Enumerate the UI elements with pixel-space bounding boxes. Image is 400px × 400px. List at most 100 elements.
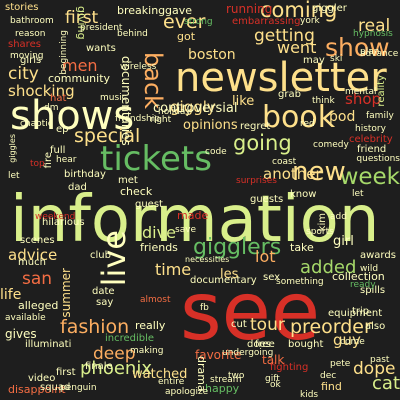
cloud-word: deep (93, 344, 136, 364)
cloud-word: made (177, 209, 209, 222)
cloud-word: know (290, 189, 317, 200)
cloud-word: getting (254, 26, 315, 46)
cloud-word: illuminati (25, 339, 72, 350)
cloud-word: equipment (328, 308, 383, 319)
cloud-word: dope (353, 359, 396, 379)
cloud-word: bought (288, 339, 324, 350)
cloud-word: friendship (115, 114, 160, 124)
cloud-word: free (255, 339, 275, 350)
cloud-word: city (8, 64, 39, 84)
cloud-word: grab (278, 89, 301, 100)
cloud-word: scenes (20, 235, 55, 246)
cloud-word: coast (272, 157, 297, 167)
cloud-word: let (8, 171, 20, 181)
cloud-word: wild (360, 264, 379, 274)
cloud-word: advice (8, 246, 58, 264)
cloud-word: comedy (313, 140, 349, 150)
cloud-word: ever (163, 11, 206, 33)
cloud-word: added (300, 257, 357, 278)
cloud-word: gift (265, 374, 280, 384)
cloud-word: giggles (8, 134, 17, 163)
cloud-word: hilarious (42, 217, 85, 228)
cloud-word: incredible (105, 333, 155, 344)
cloud-word: giggly (170, 98, 216, 116)
cloud-word: also (365, 321, 386, 332)
cloud-word: new (292, 157, 346, 187)
cloud-word: ok (270, 380, 281, 390)
cloud-word: something (276, 277, 324, 287)
cloud-word: does (247, 339, 271, 350)
cloud-word: boston (188, 47, 236, 63)
cloud-word: watched (132, 367, 188, 382)
cloud-word: dm (44, 103, 59, 113)
cloud-word: undergoing (222, 348, 274, 358)
cloud-word: reason (15, 29, 46, 39)
cloud-word: breaking (117, 4, 166, 17)
cloud-word: back (139, 52, 167, 110)
cloud-word: ski (330, 54, 343, 64)
cloud-word: guests (250, 194, 284, 205)
cloud-word: tickets (100, 139, 212, 179)
cloud-word: stories (5, 2, 39, 13)
cloud-word: history (355, 124, 386, 134)
cloud-word: beginning (59, 30, 69, 75)
cloud-word: bathroom (10, 16, 54, 26)
cloud-word: san (22, 269, 53, 289)
cloud-word: pete (330, 359, 351, 369)
cloud-word: surprises (236, 176, 277, 186)
cloud-word: another (263, 165, 322, 183)
cloud-word: got (177, 30, 196, 43)
cloud-word: book (262, 100, 336, 135)
cloud-word: moving (10, 51, 44, 61)
cloud-word: disappoint (8, 383, 66, 396)
cloud-word: red (300, 119, 315, 129)
cloud-word: entire (158, 377, 185, 387)
cloud-word: let (352, 189, 364, 199)
cloud-word: almost (140, 295, 171, 305)
cloud-word: controversial (153, 101, 238, 116)
cloud-word: dive (142, 223, 176, 242)
cloud-word: community (48, 72, 111, 85)
cloud-word: find (321, 380, 342, 393)
cloud-word: guy (333, 331, 361, 349)
cloud-word: shocking (8, 82, 75, 100)
cloud-word: top (30, 159, 45, 169)
cloud-word: think (312, 96, 335, 106)
cloud-word: shows (10, 93, 135, 139)
cloud-word: say (96, 297, 114, 308)
cloud-word: sex (263, 272, 281, 283)
cloud-word: wants (86, 43, 116, 54)
cloud-word: mental (345, 87, 377, 97)
cloud-word: shares (8, 39, 41, 50)
cloud-word: fire (43, 152, 54, 169)
cloud-word: regret (240, 121, 271, 132)
cloud-word: talk (262, 353, 285, 367)
cloud-word: weekend (35, 212, 76, 222)
cloud-word: went (277, 38, 317, 57)
cloud-word: life (0, 287, 22, 303)
cloud-word: past (370, 355, 390, 365)
cloud-word: dec (320, 371, 337, 381)
cloud-word: documentaries (119, 56, 133, 146)
cloud-word: newsletter (175, 55, 387, 101)
cloud-word: embarrassing (232, 16, 301, 27)
cloud-word: club (90, 250, 111, 261)
cloud-word: lot (255, 247, 276, 266)
cloud-word: stream (210, 375, 242, 385)
cloud-word: gave (165, 4, 193, 17)
cloud-word: fighting (270, 362, 309, 373)
cloud-word: hypnosis (353, 29, 393, 39)
cloud-word: york (300, 16, 320, 26)
cloud-word: making (130, 346, 164, 356)
cloud-word: two (228, 371, 245, 381)
cloud-word: come (340, 337, 365, 347)
cloud-word: may (303, 55, 325, 66)
cloud-word: opinions (183, 118, 238, 133)
cloud-word: celebrity (349, 134, 393, 145)
cloud-word: necessities (185, 255, 230, 264)
cloud-word: friends (140, 241, 178, 254)
cloud-word: hear (56, 155, 77, 165)
cloud-word: add (330, 212, 347, 222)
cloud-word: holiday (158, 107, 191, 117)
